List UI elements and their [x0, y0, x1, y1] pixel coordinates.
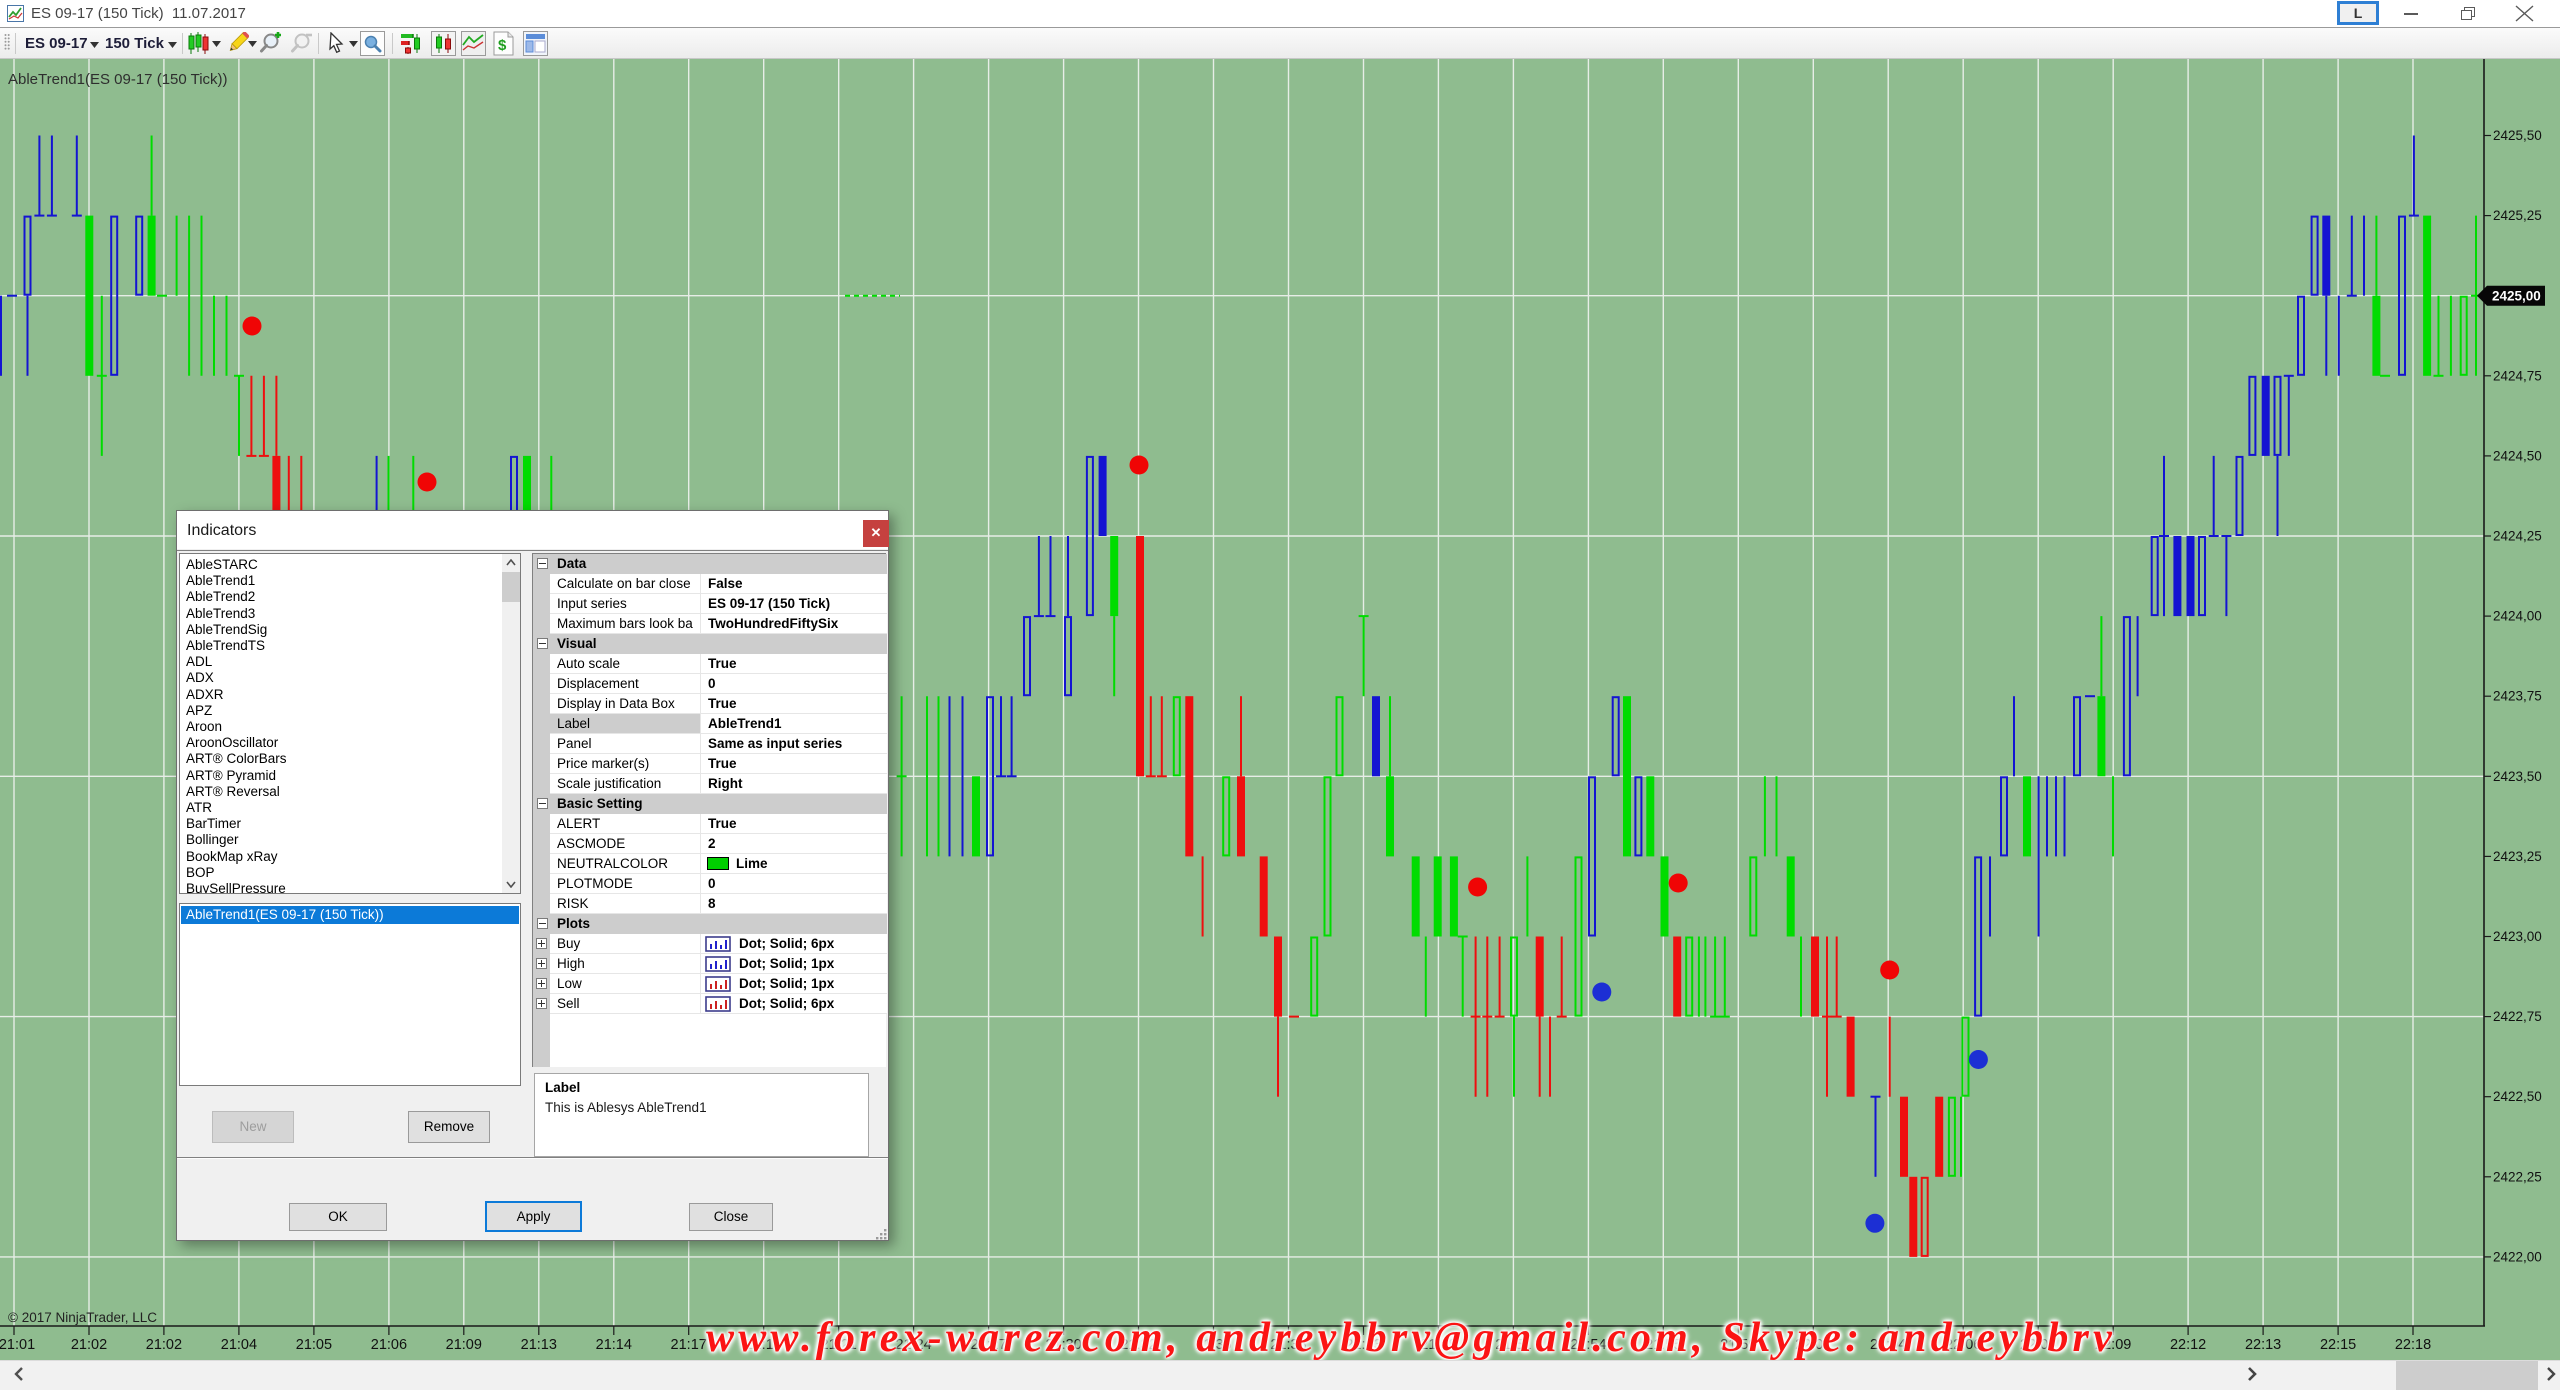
svg-text:21:21: 21:21 — [821, 1337, 857, 1353]
svg-text:2425,25: 2425,25 — [2493, 208, 2542, 223]
svg-text:2423,75: 2423,75 — [2493, 689, 2542, 704]
svg-text:22:06: 22:06 — [1945, 1337, 1981, 1353]
svg-text:21:17: 21:17 — [671, 1337, 707, 1353]
svg-text:2425,50: 2425,50 — [2493, 128, 2542, 143]
svg-text:2422,00: 2422,00 — [2493, 1249, 2542, 1264]
svg-text:2422,50: 2422,50 — [2493, 1089, 2542, 1104]
svg-text:2424,25: 2424,25 — [2493, 529, 2542, 544]
svg-text:21:51: 21:51 — [1495, 1337, 1531, 1353]
svg-text:2423,50: 2423,50 — [2493, 769, 2542, 784]
svg-text:2424,75: 2424,75 — [2493, 368, 2542, 383]
svg-text:21:55: 21:55 — [1645, 1337, 1681, 1353]
svg-text:22:04: 22:04 — [1870, 1337, 1906, 1353]
svg-text:21:02: 21:02 — [71, 1337, 107, 1353]
svg-text:21:35: 21:35 — [1195, 1337, 1231, 1353]
svg-text:22:18: 22:18 — [2395, 1337, 2431, 1353]
svg-text:21:30: 21:30 — [1045, 1337, 1081, 1353]
svg-text:2424,00: 2424,00 — [2493, 609, 2542, 624]
svg-text:22:09: 22:09 — [2095, 1337, 2131, 1353]
svg-text:AbleTrend1(ES 09-17 (150 Tick): AbleTrend1(ES 09-17 (150 Tick)) — [8, 71, 228, 88]
svg-text:2423,00: 2423,00 — [2493, 929, 2542, 944]
svg-text:2425,00: 2425,00 — [2492, 289, 2541, 304]
svg-text:21:09: 21:09 — [446, 1337, 482, 1353]
svg-text:21:13: 21:13 — [521, 1337, 557, 1353]
svg-text:2423,25: 2423,25 — [2493, 849, 2542, 864]
svg-text:21:02: 21:02 — [146, 1337, 182, 1353]
svg-text:21:27: 21:27 — [970, 1337, 1006, 1353]
svg-text:21:04: 21:04 — [221, 1337, 257, 1353]
svg-text:$: $ — [498, 37, 507, 54]
svg-text:© 2017 NinjaTrader, LLC: © 2017 NinjaTrader, LLC — [8, 1310, 157, 1325]
svg-text:22:08: 22:08 — [2020, 1337, 2056, 1353]
svg-text:22:13: 22:13 — [2245, 1337, 2281, 1353]
svg-text:21:32: 21:32 — [1120, 1337, 1156, 1353]
svg-text:21:54: 21:54 — [1570, 1337, 1606, 1353]
svg-text:21:01: 21:01 — [0, 1337, 35, 1353]
svg-text:22:12: 22:12 — [2170, 1337, 2206, 1353]
svg-text:21:24: 21:24 — [895, 1337, 931, 1353]
svg-text:21:43: 21:43 — [1345, 1337, 1381, 1353]
svg-text:21:48: 21:48 — [1420, 1337, 1456, 1353]
svg-text:21:38: 21:38 — [1270, 1337, 1306, 1353]
svg-text:21:05: 21:05 — [296, 1337, 332, 1353]
svg-text:2422,25: 2422,25 — [2493, 1169, 2542, 1184]
svg-text:2424,50: 2424,50 — [2493, 448, 2542, 463]
svg-text:21:19: 21:19 — [746, 1337, 782, 1353]
svg-text:21:59: 21:59 — [1720, 1337, 1756, 1353]
svg-text:21:06: 21:06 — [371, 1337, 407, 1353]
svg-text:22:15: 22:15 — [2320, 1337, 2356, 1353]
svg-text:2422,75: 2422,75 — [2493, 1009, 2542, 1024]
svg-text:21:14: 21:14 — [596, 1337, 632, 1353]
svg-text:22:02: 22:02 — [1795, 1337, 1831, 1353]
